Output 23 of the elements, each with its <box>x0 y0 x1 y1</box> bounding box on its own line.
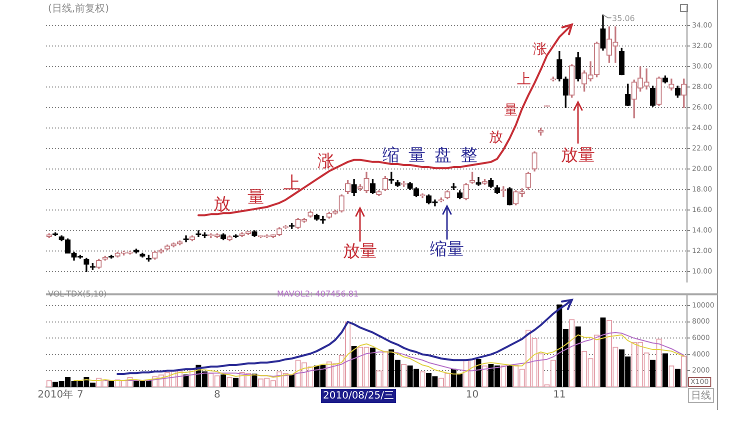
annotation: 放 <box>214 194 230 214</box>
x-tick-label: 11 <box>553 390 566 401</box>
chart-title: VOL-TDX(5,10) <box>48 290 107 299</box>
x-tick-label: 2010年 <box>38 388 74 401</box>
annotation: 放 <box>489 130 503 146</box>
chart-title: (日线,前复权) <box>48 2 110 15</box>
x-tick-label: 10 <box>466 390 479 401</box>
annotation: 上 <box>284 173 300 194</box>
annotation: 放量 <box>343 241 377 262</box>
annotation: 量 <box>248 187 264 208</box>
annotation: 缩量 <box>430 239 464 260</box>
annotation: 缩量盘整 <box>382 145 486 166</box>
annotation: 35.06 <box>612 14 635 23</box>
annotation: 量 <box>504 102 518 119</box>
x-tick-label: 8 <box>214 390 220 401</box>
annotation: 涨 <box>533 42 547 58</box>
annotation: 上 <box>517 72 531 88</box>
x-tick-label: 7 <box>77 390 84 401</box>
text: 日线 <box>691 390 711 402</box>
annotation: 放量 <box>561 145 595 166</box>
text: 2010/08/25/三 <box>323 390 394 402</box>
annotation: 涨 <box>318 151 334 172</box>
text: MAVOL2: 407456.81 <box>277 290 359 299</box>
